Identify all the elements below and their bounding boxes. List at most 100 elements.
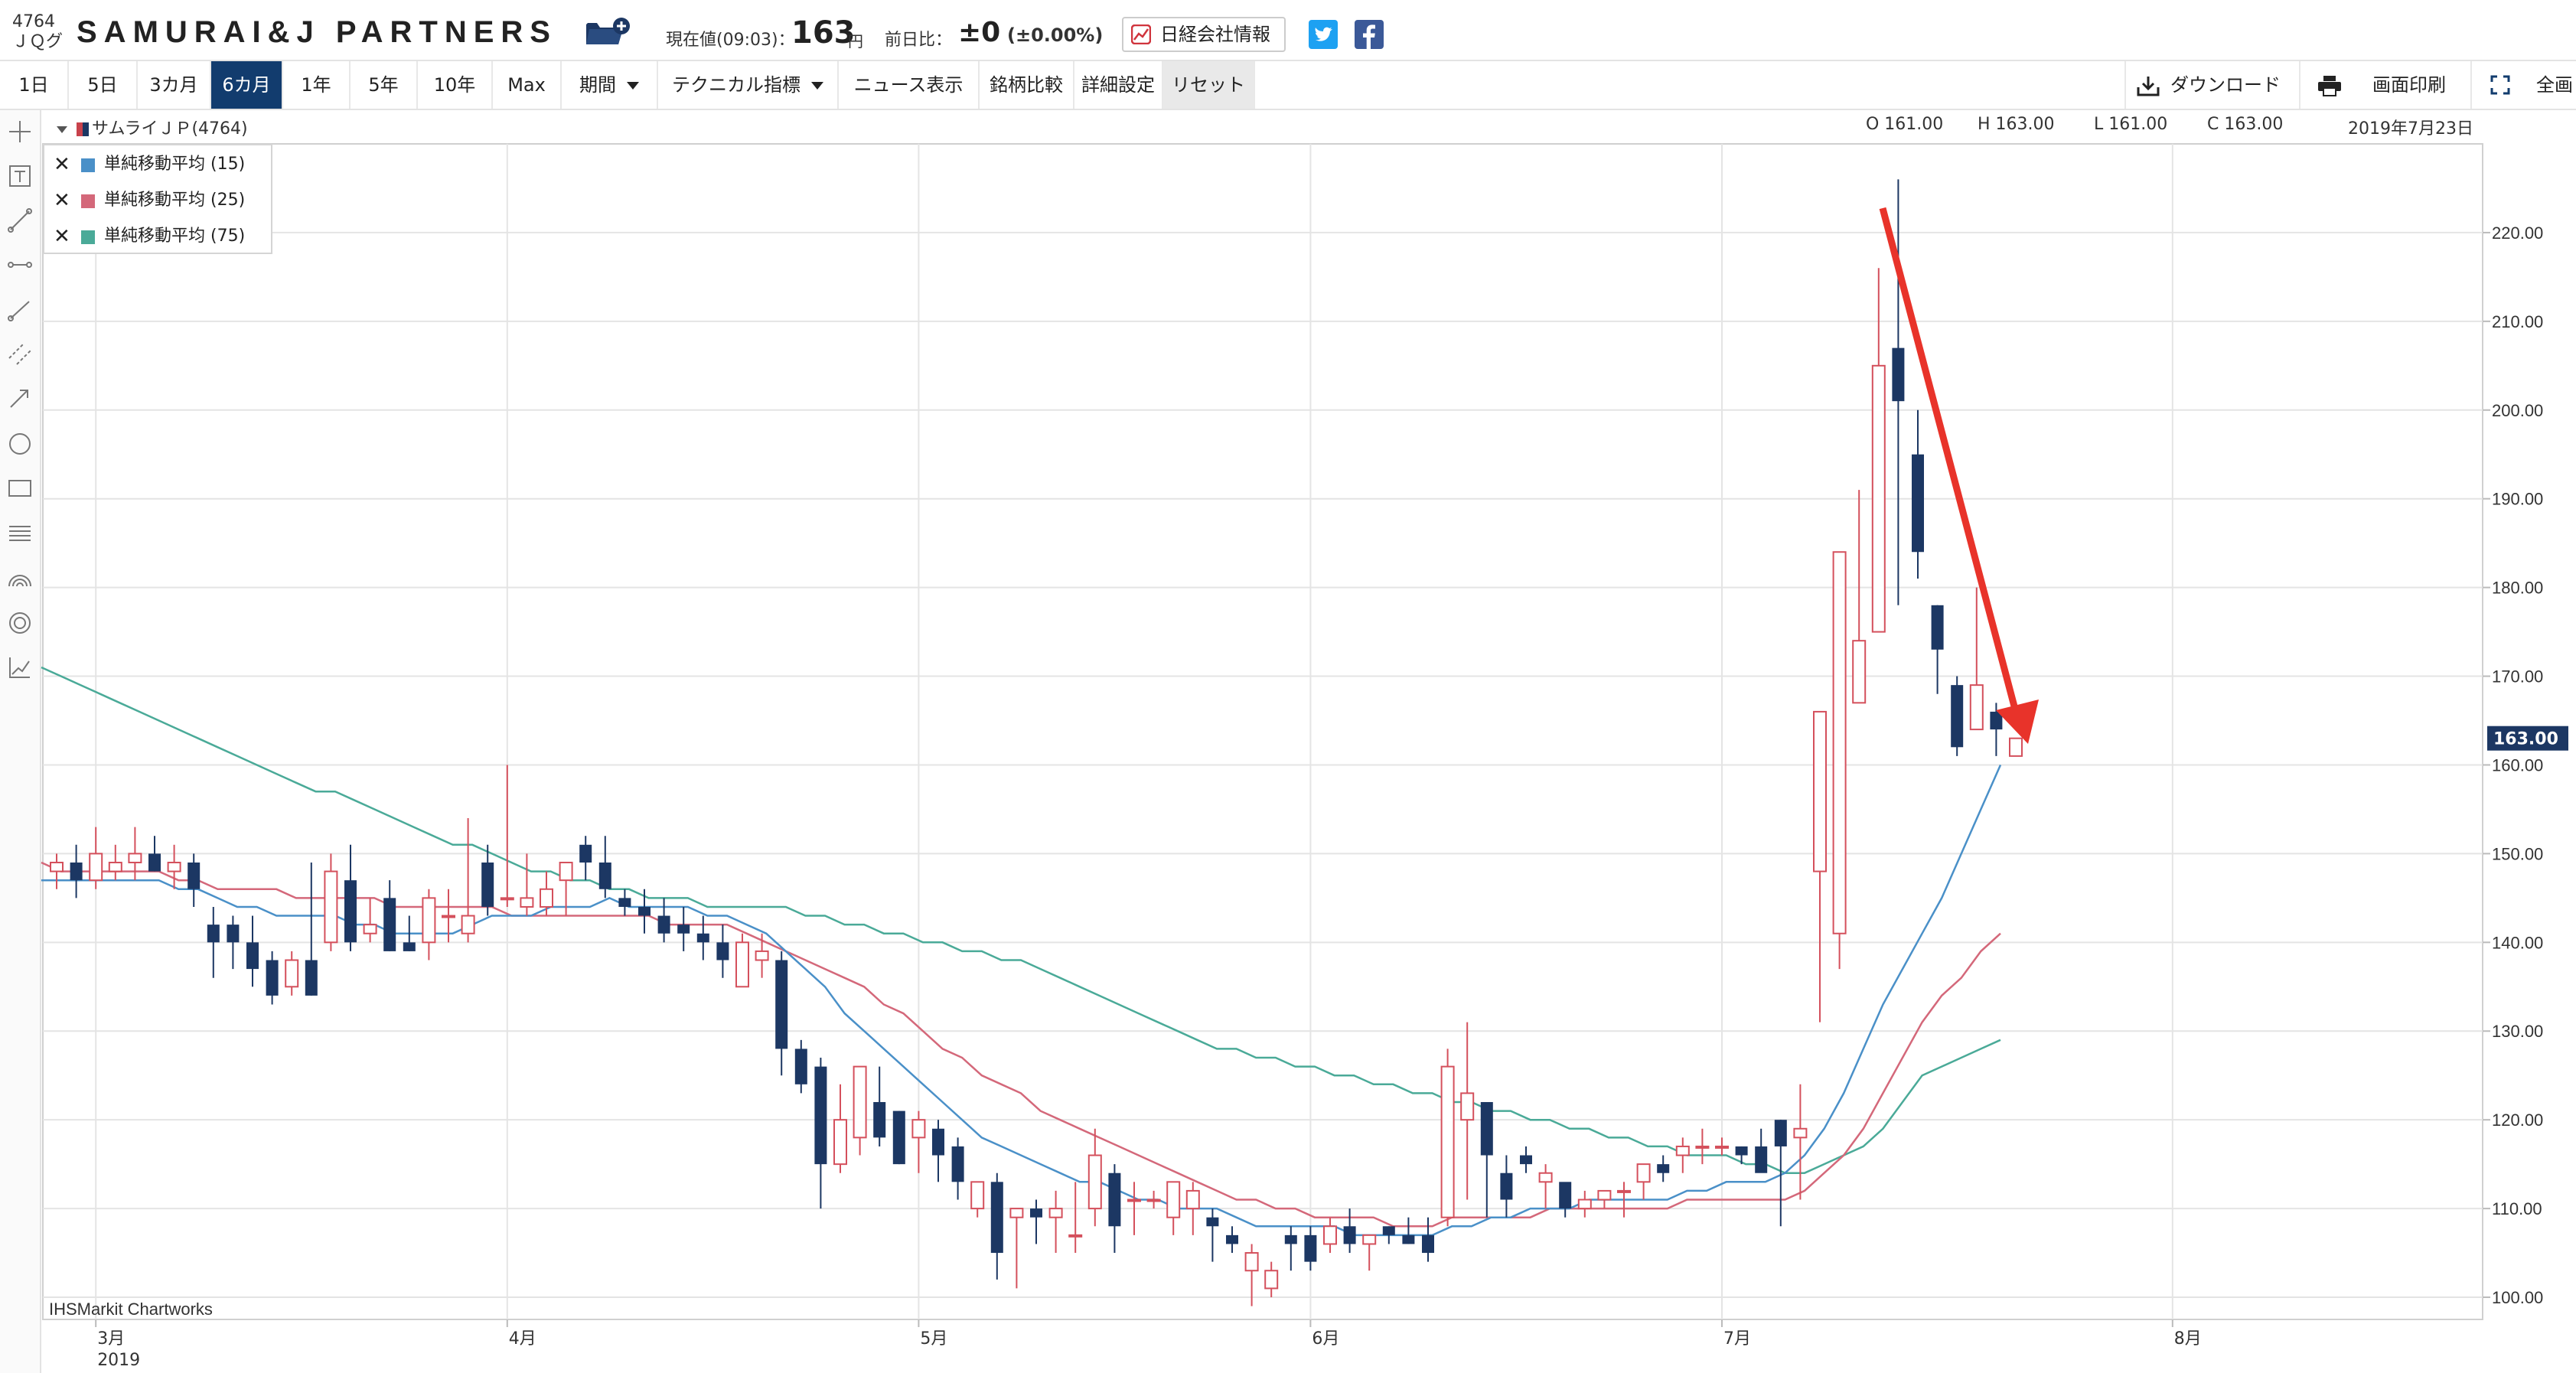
remove-indicator-icon[interactable]: ✕	[54, 225, 70, 248]
candle-body	[1422, 1234, 1434, 1254]
settings-button[interactable]: 詳細設定	[1074, 61, 1163, 109]
candle-body	[951, 1146, 964, 1182]
reset-button[interactable]: リセット	[1163, 61, 1255, 109]
candle-body	[324, 870, 338, 944]
series-selector[interactable]: サムライＪＰ(4764)	[57, 115, 248, 139]
y-tick-label: 190.00	[2492, 490, 2543, 509]
period-1d-button[interactable]: 1日	[0, 61, 69, 109]
candle-body	[1520, 1155, 1532, 1165]
candle-body	[1538, 1172, 1553, 1183]
y-tick-label: 180.00	[2492, 579, 2543, 598]
y-tick-label: 110.00	[2492, 1199, 2542, 1218]
candle-body	[461, 915, 475, 934]
fullscreen-icon	[2490, 75, 2510, 95]
candle-body	[1127, 1199, 1141, 1202]
candle-body	[853, 1065, 867, 1139]
indicator-legend: ✕ 単純移動平均 (15) ✕ 単純移動平均 (25) ✕ 単純移動平均 (75…	[43, 144, 272, 254]
period-1y-button[interactable]: 1年	[283, 61, 351, 109]
fullscreen-button[interactable]: 全画	[2470, 61, 2576, 109]
price-change: ±0	[958, 17, 1001, 48]
candle-body	[187, 862, 201, 889]
ray-line-icon[interactable]	[6, 295, 34, 323]
caret-down-icon	[57, 126, 67, 133]
rectangle-tool-icon[interactable]	[6, 475, 34, 502]
legend-label: 単純移動平均 (25)	[104, 191, 246, 210]
compare-button[interactable]: 銘柄比較	[980, 61, 1074, 109]
candle-body	[1500, 1172, 1513, 1200]
legend-label: 単純移動平均 (75)	[104, 227, 246, 246]
facebook-icon[interactable]	[1355, 20, 1384, 49]
candle-body	[755, 950, 769, 961]
annotation-arrowhead	[1996, 700, 2039, 744]
print-button[interactable]: 画面印刷	[2299, 61, 2470, 109]
remove-indicator-icon[interactable]: ✕	[54, 153, 70, 176]
horizontal-line-icon[interactable]	[6, 251, 34, 279]
candle-body	[1931, 605, 1944, 650]
candle-body	[1969, 684, 1984, 731]
candle-body	[1108, 1172, 1121, 1227]
candle-body	[1226, 1234, 1238, 1244]
crosshair-icon[interactable]	[6, 118, 34, 145]
candle-body	[1402, 1234, 1415, 1244]
candle-body	[716, 942, 729, 960]
fibonacci-circle-icon[interactable]	[6, 609, 34, 637]
candle-body	[1617, 1189, 1631, 1193]
period-menu-dropdown[interactable]: 期間	[562, 61, 658, 109]
candle-body	[735, 941, 749, 988]
candle-body	[1657, 1164, 1670, 1173]
candle-body	[1793, 1127, 1808, 1139]
candle-body	[833, 1119, 847, 1166]
y-tick-label: 150.00	[2492, 844, 2543, 863]
circle-tool-icon[interactable]	[6, 430, 34, 458]
fibonacci-arc-icon[interactable]	[6, 565, 34, 592]
candle-body	[70, 862, 83, 881]
fibonacci-lines-icon[interactable]	[6, 520, 34, 548]
candle-body	[128, 853, 142, 863]
candle-body	[422, 897, 436, 944]
price-change-pct: (±0.00%)	[1007, 24, 1104, 46]
candle-body	[363, 924, 377, 934]
period-6m-button[interactable]: 6カ月	[211, 61, 283, 109]
candle-body	[1185, 1189, 1200, 1210]
nikkei-info-button[interactable]: 日経会社情報	[1122, 17, 1286, 52]
period-menu-label: 期間	[579, 74, 616, 96]
download-button[interactable]: ダウンロード	[2124, 61, 2299, 109]
download-label: ダウンロード	[2170, 74, 2281, 96]
market-name: ＪＱグ	[12, 32, 64, 51]
period-5y-button[interactable]: 5年	[351, 61, 418, 109]
channel-line-icon[interactable]	[6, 340, 34, 367]
candle-body	[383, 898, 396, 951]
news-toggle-button[interactable]: ニュース表示	[839, 61, 980, 109]
trendline-icon[interactable]	[6, 207, 34, 234]
caret-down-icon	[627, 82, 639, 90]
period-10y-button[interactable]: 10年	[418, 61, 493, 109]
candle-body	[1304, 1234, 1317, 1262]
candle-body	[227, 925, 240, 943]
candle-body	[677, 925, 690, 934]
header-bar: 4764 ＪＱグ SAMURAI&J PARTNERS 現在値(09:03)： …	[0, 0, 2576, 61]
period-max-button[interactable]: Max	[493, 61, 562, 109]
folder-plus-icon[interactable]	[585, 17, 631, 47]
text-tool-icon[interactable]	[6, 162, 34, 190]
twitter-icon[interactable]	[1309, 20, 1338, 49]
arrow-tool-icon[interactable]	[6, 384, 34, 412]
candle-body	[1951, 685, 1964, 748]
period-3m-button[interactable]: 3カ月	[138, 61, 211, 109]
candle-body	[1166, 1181, 1181, 1218]
candle-body	[1912, 454, 1924, 553]
candle-body	[520, 897, 534, 908]
candle-body	[481, 862, 494, 907]
y-tick-label: 210.00	[2492, 312, 2543, 331]
y-tick-label: 200.00	[2492, 401, 2543, 420]
drawing-tools-panel	[0, 110, 41, 1373]
period-5d-button[interactable]: 5日	[69, 61, 138, 109]
measure-tool-icon[interactable]	[6, 654, 34, 681]
x-tick-label: 6月	[1312, 1329, 1339, 1349]
x-tick-year: 2019	[97, 1351, 140, 1370]
technical-indicator-dropdown[interactable]: テクニカル指標	[658, 61, 839, 109]
remove-indicator-icon[interactable]: ✕	[54, 189, 70, 212]
x-tick-label: 5月	[920, 1329, 947, 1349]
stock-code-box: 4764 ＪＱグ	[12, 12, 63, 52]
candle-body	[403, 942, 416, 951]
